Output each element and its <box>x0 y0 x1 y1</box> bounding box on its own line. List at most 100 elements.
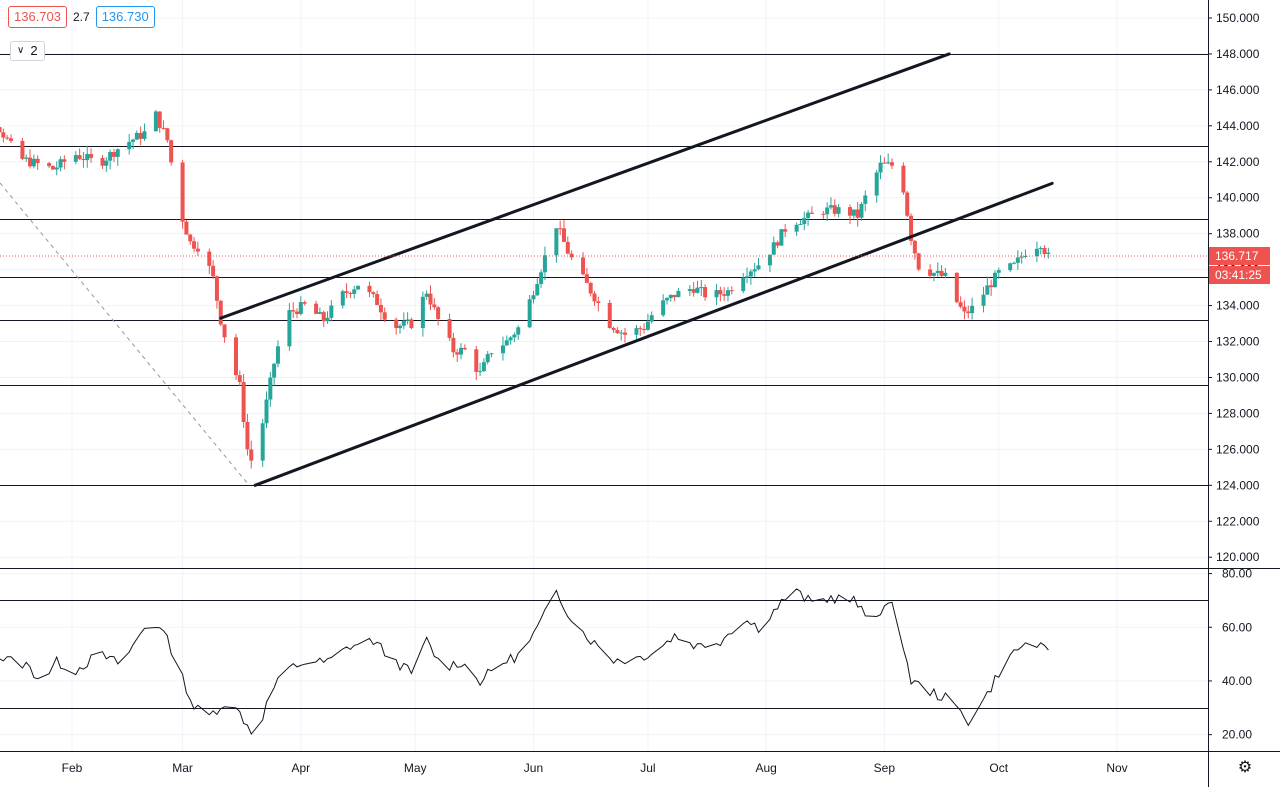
candle <box>638 325 643 336</box>
chevron-down-icon: ∨ <box>17 45 25 56</box>
price-tick-label: 132.000 <box>1216 335 1260 349</box>
candle <box>905 191 910 218</box>
candle <box>447 313 452 341</box>
time-tick-label: Aug <box>755 761 776 775</box>
candle <box>741 272 746 294</box>
time-tick-label: Oct <box>989 761 1008 775</box>
candle <box>821 210 826 219</box>
candle <box>352 285 357 299</box>
candle <box>664 297 669 305</box>
candle <box>272 363 277 387</box>
candle <box>367 281 372 298</box>
candle <box>672 294 677 302</box>
candle <box>348 291 353 299</box>
candle <box>695 280 700 294</box>
candle <box>397 323 402 334</box>
candle <box>607 299 612 329</box>
indicator-collapse-button[interactable]: ∨ 2 <box>10 41 45 61</box>
candle <box>489 352 494 358</box>
candle <box>1046 247 1051 259</box>
candle <box>958 296 963 309</box>
candle <box>1038 246 1043 255</box>
candle <box>634 324 639 342</box>
candle <box>645 313 650 331</box>
trend-line[interactable] <box>253 181 1054 487</box>
candle <box>275 340 280 368</box>
candles <box>0 109 1051 469</box>
price-tick-label: 122.000 <box>1216 514 1260 528</box>
candle <box>451 332 456 358</box>
sell-price-button[interactable]: 136.703 <box>8 6 67 28</box>
osc-tick-label: 20.00 <box>1222 728 1252 742</box>
candle <box>474 345 479 381</box>
candle <box>89 148 94 163</box>
grid <box>0 0 1208 751</box>
candle <box>592 291 597 306</box>
candle <box>539 269 544 288</box>
candle <box>615 327 620 335</box>
candle <box>222 324 227 343</box>
trade-toolbar: 136.703 2.7 136.730 <box>8 6 155 28</box>
candle <box>459 343 464 360</box>
candle <box>508 336 513 345</box>
time-tick-label: Jul <box>640 761 655 775</box>
osc-tick-label: 80.00 <box>1222 567 1252 581</box>
last-price-badge: 136.717 <box>1209 247 1270 265</box>
candle <box>714 283 719 306</box>
candle <box>31 154 36 169</box>
candle <box>462 344 467 351</box>
candle <box>237 370 242 386</box>
candle <box>302 300 307 306</box>
candle <box>931 272 936 282</box>
buy-price-button[interactable]: 136.730 <box>95 6 155 28</box>
candle <box>882 157 887 164</box>
candle <box>561 220 566 243</box>
candle <box>485 351 490 365</box>
candle <box>794 222 799 236</box>
candle <box>100 154 105 169</box>
oscillator-axis[interactable]: 80.00 60.00 40.00 20.00 <box>1208 567 1252 742</box>
time-axis[interactable]: Feb Mar Apr May Jun Jul Aug Sep Oct Nov <box>62 761 1128 775</box>
candle <box>161 120 166 130</box>
candle <box>912 239 917 260</box>
candle <box>596 296 601 312</box>
candle <box>809 206 814 215</box>
candle <box>642 323 647 334</box>
candle <box>806 209 811 226</box>
candle <box>478 362 483 376</box>
candle <box>115 148 120 166</box>
candle <box>687 285 692 296</box>
candle <box>169 139 174 166</box>
candle <box>104 157 109 172</box>
candle <box>241 373 246 428</box>
candle <box>832 199 837 217</box>
candle <box>611 326 616 334</box>
candle <box>966 305 971 319</box>
candle <box>47 161 52 169</box>
candle <box>748 269 753 285</box>
candle <box>184 220 189 235</box>
candle <box>8 134 13 144</box>
candle <box>909 213 914 246</box>
candle <box>981 286 986 313</box>
trend-line[interactable] <box>219 52 951 320</box>
candle <box>718 286 723 302</box>
gear-icon[interactable]: ⚙ <box>1237 757 1253 776</box>
candle <box>527 294 532 329</box>
candle <box>901 162 906 195</box>
time-tick-label: Jun <box>524 761 543 775</box>
countdown-badge: 03:41:25 <box>1209 266 1270 284</box>
price-axis[interactable]: 150.000 148.000 146.000 144.000 142.000 140.0… <box>1208 11 1260 564</box>
candle <box>142 123 147 141</box>
spread-value: 2.7 <box>73 10 90 24</box>
candle <box>878 155 883 180</box>
candle <box>371 291 376 298</box>
last-price-label: 136.717 <box>1215 249 1259 263</box>
dashed-trend-line <box>0 182 249 485</box>
candle <box>382 307 387 323</box>
candle <box>542 246 547 281</box>
candle <box>1019 251 1024 264</box>
candle <box>207 248 212 275</box>
candle <box>569 250 574 261</box>
